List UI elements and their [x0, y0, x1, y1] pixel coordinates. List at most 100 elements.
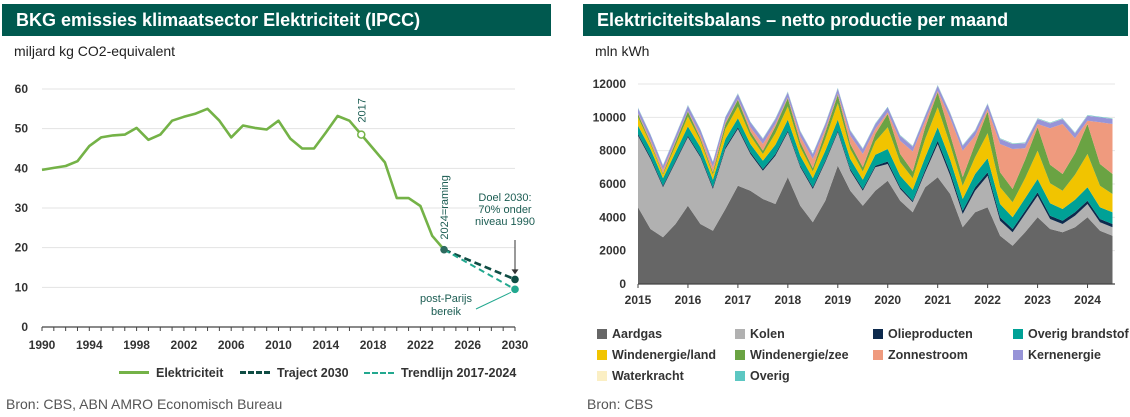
- legend-swatch-overig-brandstof: [1013, 329, 1023, 339]
- left-source: Bron: CBS, ABN AMRO Economisch Bureau: [6, 396, 283, 412]
- left-chart-panel: BKG emissies klimaatsector Elektriciteit…: [2, 4, 551, 414]
- y-tick-label-20: 20: [15, 241, 29, 255]
- legend-label-elektriciteit: Elektriciteit: [156, 366, 224, 380]
- y-tick-label-10: 10: [15, 280, 29, 294]
- legend-label-zonnestroom: Zonnestroom: [888, 348, 968, 362]
- annotation-parijs-line-0: post-Parijs: [420, 293, 472, 305]
- legend-item-elektriciteit: Elektriciteit: [119, 366, 223, 380]
- x-tick-label-2010: 2010: [265, 338, 292, 352]
- legend-label-kernenergie: Kernenergie: [1028, 348, 1101, 362]
- left-chart-unit: miljard kg CO2-equivalent: [14, 43, 176, 59]
- legend-label-windenergie-land: Windenergie/land: [612, 348, 717, 362]
- marker-2017: [357, 130, 366, 139]
- legend-swatch-trendlijn: [364, 372, 394, 374]
- legend-item-kernenergie: Kernenergie: [1013, 348, 1101, 362]
- area-series-windenergie-land: [638, 103, 1113, 218]
- marker-parijs-2030: [511, 285, 519, 294]
- x-tick-label-2026: 2026: [454, 338, 481, 352]
- x-tick-label-2024: 2024: [1074, 293, 1101, 307]
- legend-swatch-aardgas: [597, 329, 607, 339]
- y-tick-label-50: 50: [15, 122, 29, 136]
- legend-label-windenergie-zee: Windenergie/zee: [750, 348, 849, 362]
- legend-item-olieproducten: Olieproducten: [873, 327, 973, 341]
- y-tick-label-40: 40: [15, 161, 29, 175]
- series-traject-line: [443, 248, 516, 281]
- legend-label-waterkracht: Waterkracht: [612, 369, 684, 383]
- right-chart-unit: mln kWh: [595, 43, 650, 59]
- legend-item-zonnestroom: Zonnestroom: [873, 348, 968, 362]
- area-series-olieproducten: [638, 127, 1113, 233]
- left-chart-title: BKG emissies klimaatsector Elektriciteit…: [2, 4, 551, 36]
- legend-swatch-windenergie-zee: [735, 350, 745, 360]
- x-tick-label-2018: 2018: [774, 293, 801, 307]
- x-tick-label-2019: 2019: [824, 293, 851, 307]
- legend-label-kolen: Kolen: [750, 327, 785, 341]
- legend-label-olieproducten: Olieproducten: [888, 327, 973, 341]
- legend-item-waterkracht: Waterkracht: [597, 369, 684, 383]
- x-tick-label-2002: 2002: [171, 338, 198, 352]
- y-tick-label-30: 30: [15, 201, 29, 215]
- x-tick-label-2018: 2018: [360, 338, 387, 352]
- y-tick-label-10000: 10000: [593, 110, 627, 124]
- y-tick-label-4000: 4000: [599, 210, 626, 224]
- x-tick-label-2023: 2023: [1024, 293, 1051, 307]
- legend-swatch-overig: [735, 371, 745, 381]
- x-tick-label-1998: 1998: [123, 338, 150, 352]
- legend-label-trendlijn: Trendlijn 2017-2024: [401, 366, 517, 380]
- legend-item-traject: Traject 2030: [240, 366, 349, 380]
- annotation-2017: 2017: [356, 98, 368, 122]
- legend-item-trendlijn: Trendlijn 2017-2024: [364, 366, 516, 380]
- legend-swatch-windenergie-land: [597, 350, 607, 360]
- y-tick-label-6000: 6000: [599, 177, 626, 191]
- x-tick-label-2021: 2021: [924, 293, 951, 307]
- legend-swatch-olieproducten: [873, 329, 883, 339]
- legend-label-aardgas: Aardgas: [612, 327, 663, 341]
- marker-2024: [440, 245, 448, 254]
- electricity-area-chart: 0 2000 4000 6000 8000 10000 12000 2015 2016 2017 2…: [593, 77, 1115, 307]
- x-tick-label-1990: 1990: [29, 338, 56, 352]
- area-series-aardgas: [638, 165, 1113, 284]
- right-chart-title: Elektriciteitsbalans – netto productie p…: [583, 4, 1128, 36]
- legend-swatch-elektriciteit: [119, 371, 149, 374]
- y-tick-label-0: 0: [21, 320, 28, 334]
- y-tick-label-60: 60: [15, 82, 29, 96]
- legend-label-overig: Overig: [750, 369, 790, 383]
- annotation-raming: 2024=raming: [439, 175, 451, 240]
- legend-label-overig-brandstof: Overig brandstof: [1028, 327, 1129, 341]
- right-source: Bron: CBS: [587, 396, 654, 412]
- y-tick-label-12000: 12000: [593, 77, 627, 91]
- x-tick-label-2022: 2022: [974, 293, 1001, 307]
- legend-item-kolen: Kolen: [735, 327, 785, 341]
- area-series-overig-brandstof: [638, 118, 1113, 229]
- legend-item-overig: Overig: [735, 369, 790, 383]
- annotation-doel-line-0: Doel 2030:: [478, 192, 531, 204]
- y-tick-label-0: 0: [619, 277, 626, 291]
- x-tick-label-2016: 2016: [675, 293, 702, 307]
- legend-swatch-waterkracht: [597, 371, 607, 381]
- annotation-doel-arrowhead: [511, 269, 519, 275]
- annotation-doel-line-2: niveau 1990: [475, 216, 535, 228]
- legend-swatch-kolen: [735, 329, 745, 339]
- legend-swatch-traject: [240, 371, 270, 374]
- y-tick-label-2000: 2000: [599, 244, 626, 258]
- x-tick-label-2015: 2015: [625, 293, 652, 307]
- legend-item-aardgas: Aardgas: [597, 327, 662, 341]
- x-tick-label-2006: 2006: [218, 338, 245, 352]
- right-chart-panel: Elektriciteitsbalans – netto productie p…: [583, 4, 1129, 414]
- area-series-kernenergie: [638, 85, 1113, 170]
- y-tick-label-8000: 8000: [599, 144, 626, 158]
- x-tick-label-2022: 2022: [407, 338, 434, 352]
- legend-item-overig-brandstof: Overig brandstof: [1013, 327, 1129, 341]
- x-tick-label-1994: 1994: [76, 338, 103, 352]
- annotation-parijs-connector: [475, 291, 512, 310]
- area-series-kolen: [638, 129, 1113, 246]
- legend-label-traject: Traject 2030: [277, 366, 349, 380]
- x-tick-label-2017: 2017: [725, 293, 752, 307]
- annotation-parijs-line-1: bereik: [431, 306, 461, 318]
- series-elektriciteit-line: [41, 107, 446, 251]
- x-tick-label-2030: 2030: [502, 338, 529, 352]
- marker-doel-2030: [511, 275, 519, 284]
- x-tick-label-2020: 2020: [874, 293, 901, 307]
- legend-swatch-zonnestroom: [873, 350, 883, 360]
